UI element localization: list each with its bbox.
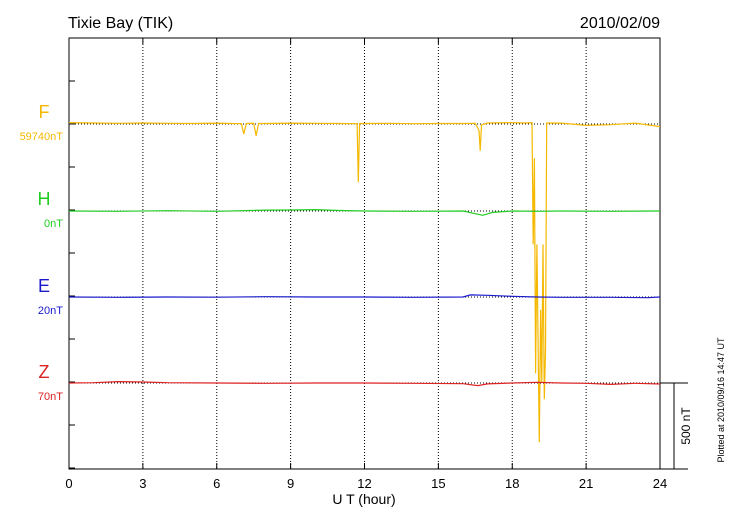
- scale-bar-label: 500 nT: [679, 407, 693, 445]
- series-name-f: F: [39, 102, 50, 122]
- x-tick-label: 15: [431, 476, 445, 491]
- x-axis-ticks: 0 3 6 9 12 15 18 21 24: [65, 38, 667, 491]
- x-axis-label: U T (hour): [332, 491, 395, 507]
- series-baseline-z: 70nT: [38, 391, 63, 403]
- series-line-h: [68, 208, 661, 216]
- x-tick-label: 0: [65, 476, 72, 491]
- x-tick-label: 21: [579, 476, 593, 491]
- series-name-h: H: [38, 189, 51, 209]
- series-name-e: E: [38, 276, 50, 296]
- series-baseline-h: 0nT: [44, 218, 63, 230]
- date-label: 2010/02/09: [580, 15, 660, 32]
- scale-bar: 500 nT: [660, 382, 693, 470]
- series-name-z: Z: [39, 362, 50, 382]
- series-baseline-f: 59740nT: [20, 131, 64, 143]
- x-tick-label: 6: [213, 476, 220, 491]
- series-line-f: [68, 121, 661, 443]
- series-layer: [68, 121, 661, 443]
- series-line-z: [68, 380, 661, 387]
- grid-lines: [142, 38, 587, 469]
- series-baseline-e: 20nT: [38, 305, 63, 317]
- station-title: Tixie Bay (TIK): [68, 15, 173, 32]
- series-labels: F 59740nT H 0nT E 20nT Z 70nT: [20, 102, 64, 403]
- x-tick-label: 24: [653, 476, 667, 491]
- x-tick-label: 18: [505, 476, 519, 491]
- x-tick-label: 12: [357, 476, 371, 491]
- series-line-e: [68, 294, 661, 299]
- x-tick-label: 3: [139, 476, 146, 491]
- x-tick-label: 9: [287, 476, 294, 491]
- plotted-timestamp: Plotted at 2010/09/16 14:47 UT: [716, 337, 726, 463]
